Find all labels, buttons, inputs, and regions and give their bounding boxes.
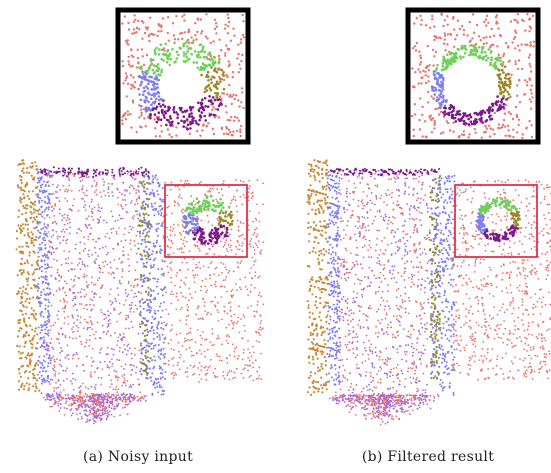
point-cloud-filtered	[306, 7, 551, 426]
point-cloud-noisy	[15, 7, 265, 425]
panel-a: (a) Noisy input	[15, 7, 265, 465]
caption-b: (b) Filtered result	[361, 449, 495, 465]
caption-a: (a) Noisy input	[82, 449, 194, 465]
panel-b: (b) Filtered result	[290, 0, 551, 473]
highlight-box	[454, 184, 538, 258]
highlight-box	[164, 184, 248, 258]
